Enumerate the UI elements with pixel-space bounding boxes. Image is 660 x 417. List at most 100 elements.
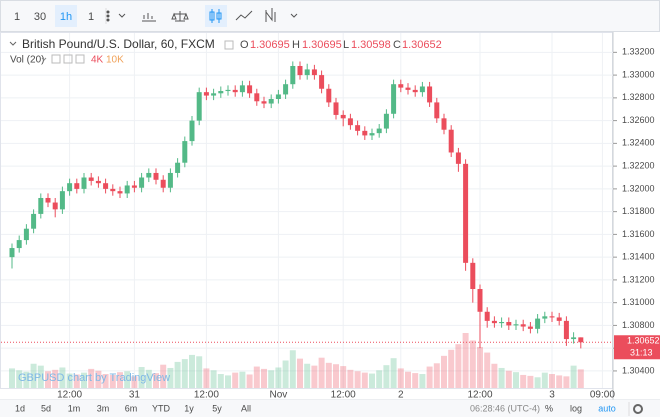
candle-body (45, 197, 51, 203)
volume-bar (505, 370, 512, 388)
legend-close: 1.30652 (402, 39, 442, 51)
candle-body (167, 172, 173, 188)
candle-body (556, 317, 562, 321)
x-tick-label: 2 (398, 390, 404, 401)
volume-bar (405, 371, 411, 388)
range-button[interactable]: All (241, 403, 251, 413)
volume-bar (289, 350, 296, 388)
volume-bar (455, 344, 462, 388)
indicators-icon[interactable] (171, 11, 189, 22)
range-button[interactable]: 6m (125, 403, 138, 413)
dropdown-icon[interactable] (118, 13, 126, 18)
candle-body (182, 141, 188, 163)
range-button[interactable]: 5y (212, 403, 222, 413)
volume-bar (369, 373, 375, 388)
y-tick-label: 1.32400 (622, 138, 655, 148)
drawing-icon[interactable] (265, 8, 276, 22)
volume-bar (333, 364, 339, 388)
bottom-bar (0, 400, 660, 417)
candle-body (513, 324, 519, 326)
volume-bar (340, 366, 347, 388)
volume-bar (261, 368, 267, 388)
volume-bar (153, 373, 159, 388)
candle-body (578, 337, 584, 343)
candle-body (304, 69, 310, 76)
legend-title: British Pound/U.S. Dollar, 60, FXCM (22, 37, 215, 51)
candle-body (175, 162, 181, 173)
volume-bar (433, 363, 440, 388)
volume-bar (181, 359, 188, 388)
range-button[interactable]: YTD (152, 403, 171, 413)
bottom-gear[interactable] (633, 404, 643, 414)
volume-bar (347, 369, 354, 388)
volume-bar (9, 368, 15, 388)
collapse-icon[interactable] (9, 41, 17, 46)
volume-bar (491, 363, 498, 388)
volume-bar (556, 375, 563, 388)
candle-body (506, 322, 512, 326)
compare-icon[interactable] (142, 13, 156, 22)
volume-bar (225, 375, 231, 388)
candle-body (239, 85, 245, 93)
candle-body (369, 133, 375, 136)
log-button[interactable]: log (570, 403, 582, 413)
line-chart-icon[interactable] (235, 10, 253, 21)
candles-button[interactable] (205, 5, 227, 27)
volume-icon[interactable] (51, 54, 61, 64)
volume-bar (196, 356, 203, 388)
candle-body (484, 311, 490, 321)
range-button[interactable]: 1d (15, 403, 25, 413)
hide-icon[interactable] (224, 40, 234, 50)
candle-body (470, 262, 476, 290)
range-button[interactable]: 3m (97, 403, 110, 413)
legend-open: 1.30695 (250, 39, 290, 51)
volume-bar (210, 370, 217, 388)
percent-button[interactable]: % (545, 403, 553, 413)
volume-bar (304, 363, 311, 388)
candle-body (463, 163, 469, 263)
volume-bar (426, 366, 433, 388)
dropdown-icon[interactable] (290, 13, 298, 18)
volume-value: 4K (91, 55, 104, 66)
candle-body (549, 316, 555, 318)
volume-bar (318, 357, 325, 388)
y-tick-label: 1.32600 (622, 115, 655, 125)
legend-high: 1.30695 (302, 39, 342, 51)
interval-button[interactable]: 30 (34, 11, 46, 23)
x-tick-label: 12:00 (331, 390, 356, 401)
auto-button[interactable]: auto (598, 403, 616, 413)
y-tick-label: 1.31800 (622, 206, 655, 216)
volume-bar (275, 367, 282, 388)
y-tick-label: 1.31600 (622, 229, 655, 239)
range-button[interactable]: 5d (41, 403, 51, 413)
candle-body (333, 102, 339, 115)
candle-body (434, 102, 440, 119)
range-button[interactable]: 1m (68, 403, 81, 413)
more-icon[interactable] (106, 10, 110, 14)
x-tick-label: 12:00 (57, 390, 82, 401)
volume-bar (325, 362, 332, 388)
candle-body (441, 118, 447, 130)
interval-button[interactable]: 1 (88, 11, 94, 23)
volume-icon[interactable] (63, 54, 73, 64)
volume-bar (297, 358, 303, 388)
volume-icon[interactable] (75, 54, 85, 64)
volume-bar (397, 368, 404, 388)
volume-ma: 10K (106, 55, 124, 66)
candle-body (117, 191, 123, 194)
volume-bar (549, 374, 555, 388)
volume-bar (527, 375, 534, 388)
candle-body (261, 101, 267, 104)
candle-body (211, 93, 217, 96)
volume-bar (52, 369, 59, 388)
volume-bar (513, 372, 519, 388)
watermark: GBPUSD chart by TradingView (18, 372, 170, 384)
legend-c-label: C (393, 39, 401, 51)
interval-button[interactable]: 1h (60, 11, 72, 23)
range-button[interactable]: 1y (184, 403, 194, 413)
y-tick-label: 1.32800 (622, 92, 655, 102)
candle-body (16, 240, 22, 249)
candle-body (59, 191, 65, 210)
interval-button[interactable]: 1 (14, 11, 20, 23)
